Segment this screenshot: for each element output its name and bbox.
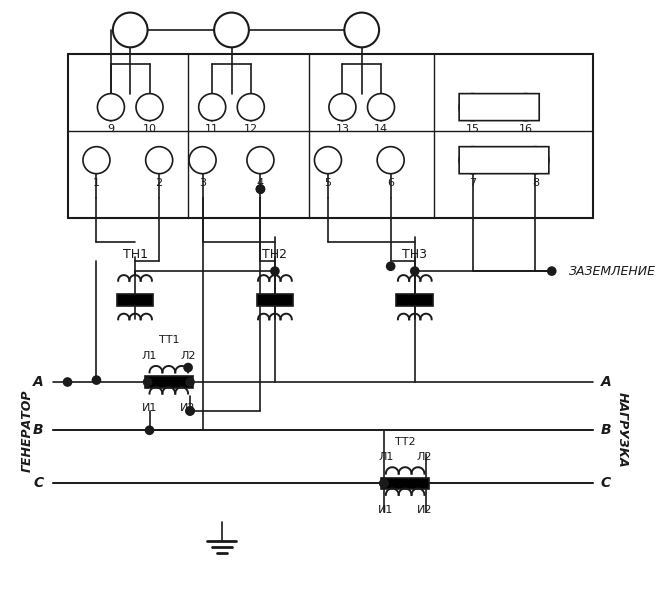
Circle shape bbox=[379, 479, 389, 488]
Text: Л1: Л1 bbox=[378, 452, 393, 462]
Text: ТН2: ТН2 bbox=[263, 249, 287, 261]
FancyBboxPatch shape bbox=[459, 147, 549, 173]
Circle shape bbox=[247, 147, 274, 173]
Bar bbox=[117, 294, 153, 306]
Text: И2: И2 bbox=[180, 403, 196, 413]
Circle shape bbox=[184, 363, 193, 373]
Text: C: C bbox=[34, 476, 44, 490]
Circle shape bbox=[185, 406, 195, 416]
Text: 9: 9 bbox=[107, 125, 115, 134]
Circle shape bbox=[368, 94, 395, 120]
Text: 6: 6 bbox=[387, 178, 394, 188]
Circle shape bbox=[185, 406, 195, 416]
Text: B: B bbox=[33, 423, 44, 437]
Circle shape bbox=[344, 13, 379, 48]
Text: B: B bbox=[601, 423, 612, 437]
Text: Л2: Л2 bbox=[417, 452, 432, 462]
Circle shape bbox=[270, 266, 280, 276]
Bar bbox=[397, 294, 433, 306]
Text: C: C bbox=[601, 476, 611, 490]
Bar bbox=[257, 294, 293, 306]
Circle shape bbox=[214, 13, 249, 48]
Circle shape bbox=[329, 94, 356, 120]
Circle shape bbox=[199, 94, 226, 120]
Circle shape bbox=[459, 94, 486, 120]
Bar bbox=[68, 54, 593, 218]
Text: 11: 11 bbox=[205, 125, 219, 134]
Bar bbox=[381, 477, 429, 489]
Circle shape bbox=[145, 426, 154, 435]
Text: НАГРУЗКА: НАГРУЗКА bbox=[616, 393, 628, 468]
Circle shape bbox=[459, 147, 486, 173]
Text: ТТ1: ТТ1 bbox=[159, 335, 179, 346]
Text: Л2: Л2 bbox=[180, 351, 196, 361]
Circle shape bbox=[145, 147, 173, 173]
Circle shape bbox=[256, 184, 265, 194]
Circle shape bbox=[189, 147, 216, 173]
Circle shape bbox=[512, 94, 539, 120]
Circle shape bbox=[63, 377, 72, 387]
Text: 14: 14 bbox=[374, 125, 388, 134]
Circle shape bbox=[386, 261, 395, 271]
Bar bbox=[145, 376, 193, 388]
Text: 15: 15 bbox=[466, 125, 480, 134]
FancyBboxPatch shape bbox=[459, 94, 539, 120]
Text: Л1: Л1 bbox=[142, 351, 157, 361]
Circle shape bbox=[237, 94, 264, 120]
Text: И1: И1 bbox=[378, 504, 393, 515]
Text: 4: 4 bbox=[257, 178, 264, 188]
Circle shape bbox=[185, 377, 195, 387]
Text: ТН3: ТН3 bbox=[402, 249, 427, 261]
Circle shape bbox=[83, 147, 110, 173]
Text: 5: 5 bbox=[324, 178, 332, 188]
Text: 3: 3 bbox=[199, 178, 206, 188]
Circle shape bbox=[92, 375, 101, 385]
Circle shape bbox=[377, 147, 404, 173]
Circle shape bbox=[136, 94, 163, 120]
Circle shape bbox=[113, 13, 147, 48]
Text: A: A bbox=[33, 375, 44, 389]
Text: 10: 10 bbox=[143, 125, 157, 134]
Text: 7: 7 bbox=[469, 178, 476, 188]
Circle shape bbox=[143, 377, 152, 387]
Circle shape bbox=[522, 147, 549, 173]
Circle shape bbox=[547, 266, 557, 276]
Text: A: A bbox=[601, 375, 612, 389]
Circle shape bbox=[410, 266, 419, 276]
Text: И1: И1 bbox=[142, 403, 157, 413]
Text: 8: 8 bbox=[532, 178, 539, 188]
Circle shape bbox=[379, 479, 389, 488]
Text: 2: 2 bbox=[155, 178, 163, 188]
Text: ТТ2: ТТ2 bbox=[395, 436, 415, 447]
Circle shape bbox=[256, 184, 265, 194]
Text: 16: 16 bbox=[519, 125, 533, 134]
Text: 1: 1 bbox=[93, 178, 100, 188]
Circle shape bbox=[97, 94, 125, 120]
Text: ЗАЗЕМЛЕНИЕ: ЗАЗЕМЛЕНИЕ bbox=[569, 265, 656, 278]
Text: 12: 12 bbox=[244, 125, 258, 134]
Text: И2: И2 bbox=[417, 504, 432, 515]
Text: 13: 13 bbox=[336, 125, 350, 134]
Text: ТН1: ТН1 bbox=[123, 249, 147, 261]
Circle shape bbox=[314, 147, 342, 173]
Text: ГЕНЕРАТОР: ГЕНЕРАТОР bbox=[21, 389, 34, 471]
